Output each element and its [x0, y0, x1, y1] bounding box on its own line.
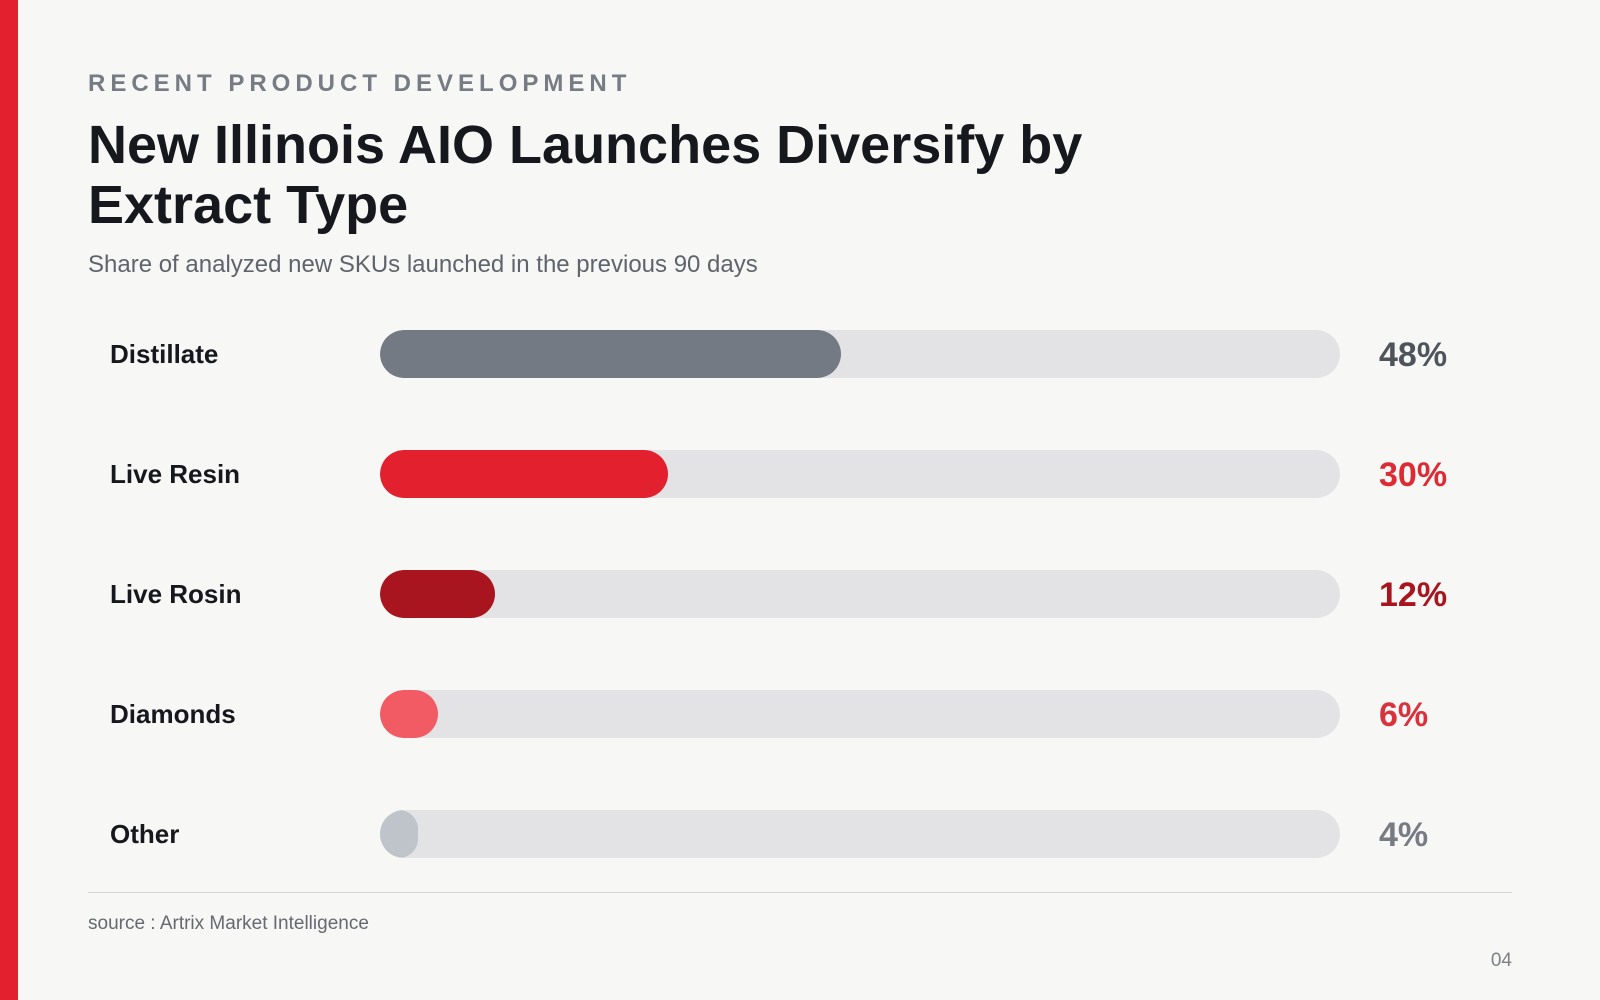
bar-diamonds [380, 690, 438, 738]
bar-row-distillate: Distillate 48% [0, 330, 1600, 378]
bar-row-diamonds: Diamonds 6% [0, 690, 1600, 738]
category-label: Live Rosin [110, 579, 242, 609]
value-label: 48% [1379, 336, 1448, 374]
slide-title: New Illinois AIO Launches Diversify by E… [88, 115, 1083, 235]
category-label: Diamonds [110, 699, 236, 729]
bar-distillate [380, 330, 841, 378]
bar-track [380, 810, 1340, 858]
accent-bar [0, 0, 18, 1000]
bar-row-live-resin: Live Resin 30% [0, 450, 1600, 498]
bar-track [380, 450, 1340, 498]
bar-row-other: Other 4% [0, 810, 1600, 858]
bar-live-resin [380, 450, 668, 498]
value-label: 6% [1379, 696, 1429, 734]
bar-other [380, 810, 419, 858]
bar-track [380, 690, 1340, 738]
slide-subtitle: Share of analyzed new SKUs launched in t… [88, 251, 758, 278]
value-label: 30% [1379, 456, 1448, 494]
source-note: source : Artrix Market Intelligence [88, 913, 369, 934]
category-label: Distillate [110, 339, 219, 369]
footer-divider [88, 892, 1512, 893]
bar-live-rosin [380, 570, 496, 618]
category-label: Live Resin [110, 459, 241, 489]
category-label: Other [110, 819, 180, 849]
section-eyebrow: RECENT PRODUCT DEVELOPMENT [88, 70, 632, 97]
page-number: 04 [1490, 950, 1512, 971]
bar-track [380, 330, 1340, 378]
value-label: 4% [1379, 816, 1429, 854]
value-label: 12% [1379, 576, 1448, 614]
bar-track [380, 570, 1340, 618]
bar-row-live-rosin: Live Rosin 12% [0, 570, 1600, 618]
